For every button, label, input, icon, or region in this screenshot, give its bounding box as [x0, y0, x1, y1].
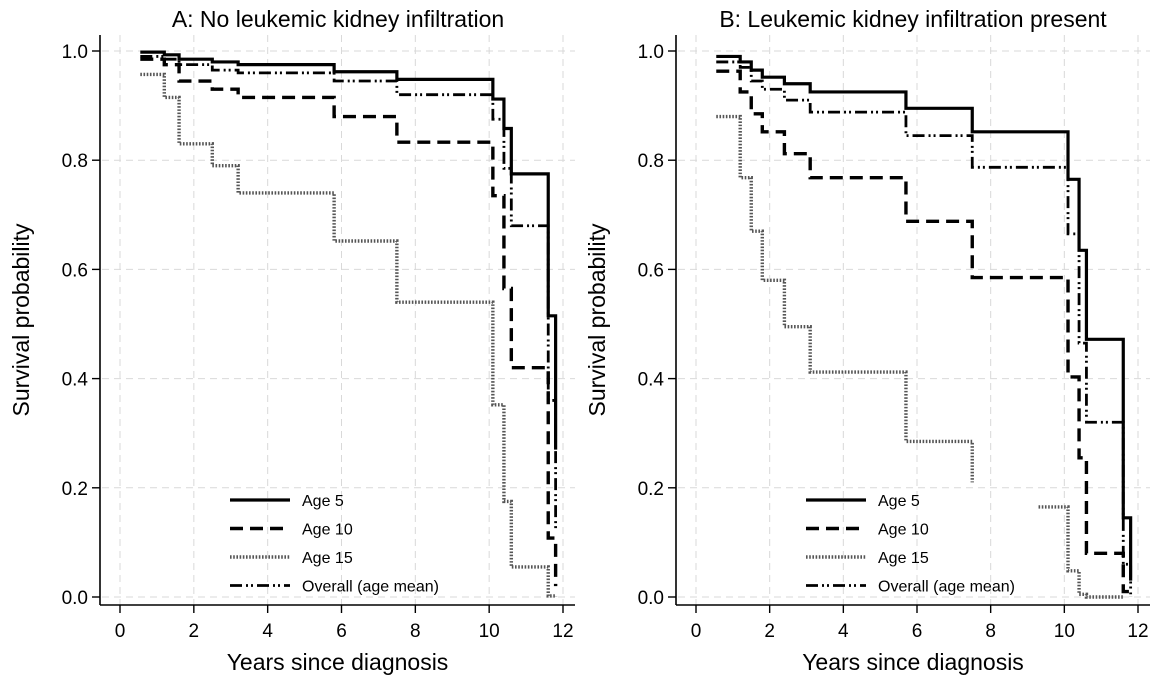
x-tick-label: 4 — [838, 621, 849, 642]
legend-label: Age 10 — [878, 522, 929, 539]
x-tick-label: 12 — [552, 621, 573, 642]
gridlines — [678, 35, 1150, 605]
chart-title: B: Leukemic kidney infiltration present — [719, 6, 1107, 32]
y-tick-label: 1.0 — [638, 42, 664, 63]
x-tick-label: 6 — [912, 621, 923, 642]
x-tick-label: 6 — [336, 621, 347, 642]
y-tick-label: 1.0 — [62, 42, 88, 63]
y-tick-label: 0.4 — [638, 370, 665, 391]
legend-label: Age 15 — [302, 550, 353, 567]
y-tick-label: 0.8 — [62, 151, 88, 172]
y-tick-label: 0.0 — [638, 588, 664, 609]
x-tick-label: 4 — [262, 621, 273, 642]
x-tick-label: 0 — [115, 621, 126, 642]
x-tick-label: 8 — [410, 621, 421, 642]
legend-label: Overall (age mean) — [302, 579, 439, 596]
series-line-age-15 — [140, 72, 558, 598]
panel-a: 0.0 0.2 0.4 0.6 0.8 1.0 0 2 4 6 8 10 12 A: No leukemi… — [8, 6, 575, 675]
series-line-age-10 — [716, 69, 1133, 597]
legend: Age 5 Age 10 Age 15 Overall (age mean) — [230, 493, 439, 596]
series-line-age-15-tail — [1038, 505, 1124, 599]
y-tick-label: 0.4 — [62, 370, 89, 391]
legend-label: Age 15 — [878, 550, 929, 567]
chart-title: A: No leukemic kidney infiltration — [172, 6, 504, 32]
x-tick-label: 8 — [985, 621, 996, 642]
y-tick-label: 0.2 — [62, 479, 88, 500]
series-line-overall-age-mean — [716, 60, 1133, 595]
x-axis-title: Years since diagnosis — [802, 649, 1024, 675]
x-tick-label: 12 — [1127, 621, 1148, 642]
y-tick-label: 0.2 — [638, 479, 664, 500]
legend-label: Overall (age mean) — [878, 579, 1015, 596]
x-axis-title: Years since diagnosis — [227, 649, 449, 675]
y-tick-label: 0.8 — [638, 151, 664, 172]
series-line-overall-age-mean — [140, 55, 558, 532]
x-tick-label: 10 — [479, 621, 500, 642]
series-line-age-15 — [716, 114, 974, 483]
gridlines — [102, 35, 575, 605]
y-axis-title: Survival probability — [8, 223, 34, 417]
x-tick-label: 2 — [189, 621, 200, 642]
series-line-age-10 — [140, 57, 558, 587]
y-axis-title: Survival probability — [584, 223, 610, 417]
y-tick-label: 0.6 — [62, 260, 88, 281]
y-tick-label: 0.6 — [638, 260, 664, 281]
legend-label: Age 10 — [302, 522, 353, 539]
x-tick-label: 0 — [691, 621, 702, 642]
legend: Age 5 Age 10 Age 15 Overall (age mean) — [806, 493, 1015, 596]
x-tick-label: 2 — [764, 621, 775, 642]
legend-label: Age 5 — [878, 493, 920, 510]
panel-b: 0.0 0.2 0.4 0.6 0.8 1.0 0 2 4 6 8 10 12 B: Leukemic k… — [584, 6, 1150, 675]
series-line-age-5 — [140, 50, 558, 450]
x-tick-label: 10 — [1054, 621, 1075, 642]
y-tick-label: 0.0 — [62, 588, 88, 609]
legend-label: Age 5 — [302, 493, 344, 510]
